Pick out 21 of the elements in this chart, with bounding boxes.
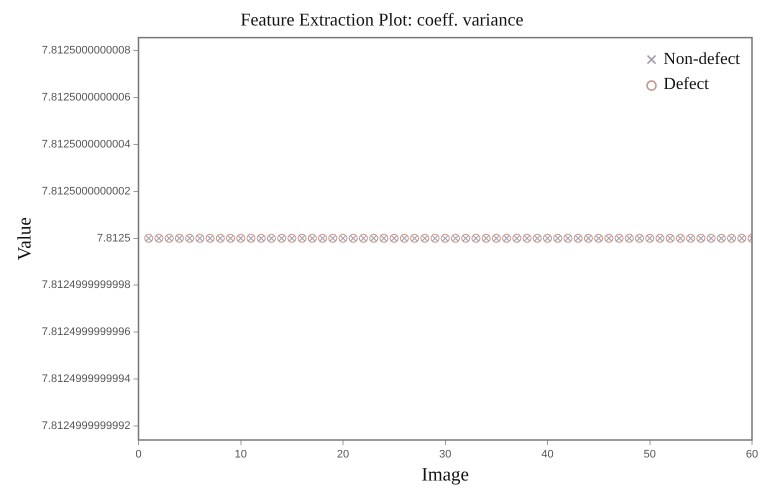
y-tick-label: 7.8125000000002 [42, 185, 131, 198]
x-tick-label: 30 [439, 448, 452, 461]
x-tick-label: 50 [644, 448, 656, 461]
x-tick-label: 20 [336, 448, 350, 461]
y-tick-label: 7.8124999999992 [42, 420, 131, 432]
y-tick-label: 7.8125000000004 [42, 138, 131, 151]
chart-title: Feature Extraction Plot: coeff. variance [240, 10, 524, 30]
y-tick-label: 7.8125 [96, 232, 131, 244]
y-tick-label: 7.8124999999996 [42, 326, 131, 338]
x-tick-label: 10 [234, 448, 247, 461]
y-tick-label: 7.8125000000006 [42, 91, 131, 104]
x-tick-label: 40 [541, 448, 554, 461]
y-tick-label: 7.8124999999994 [42, 373, 131, 386]
x-tick-label: 0 [135, 448, 142, 461]
y-tick-label: 7.8124999999998 [42, 279, 131, 292]
y-tick-label: 7.8125000000008 [42, 44, 131, 57]
y-axis-title: Value [14, 217, 36, 260]
legend-label: Non-defect [664, 49, 740, 68]
x-axis-title: Image [422, 464, 469, 486]
x-tick-label: 60 [746, 448, 758, 461]
legend-label: Defect [664, 74, 710, 94]
